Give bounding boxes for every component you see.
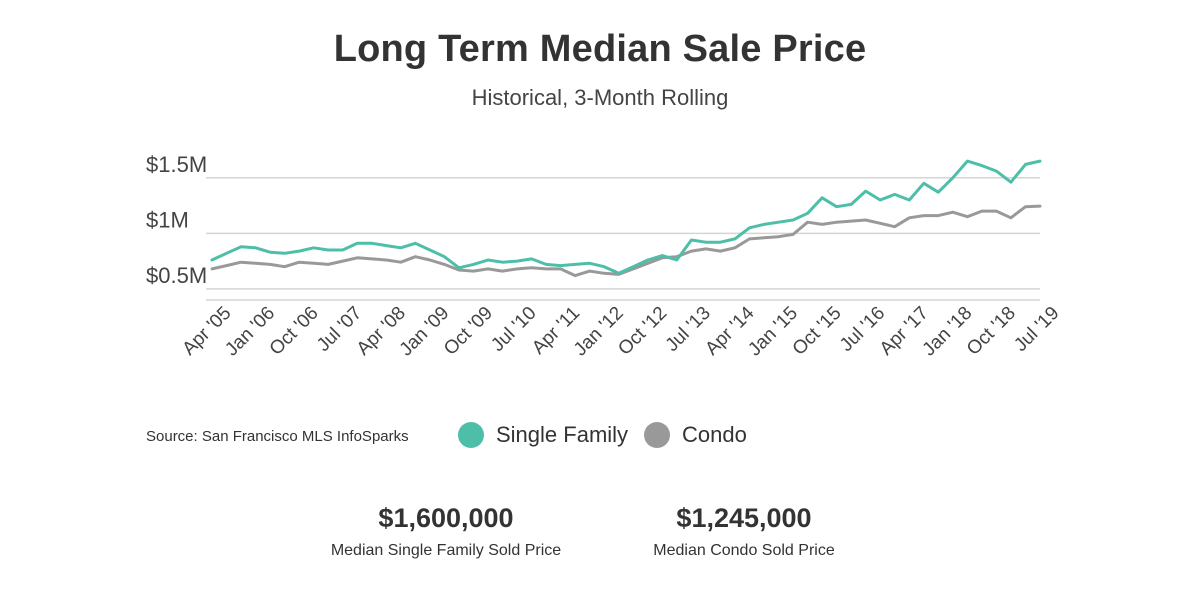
legend-label-condo: Condo xyxy=(682,422,747,447)
stat-condo-value: $1,245,000 xyxy=(676,503,812,533)
legend: Single Family Condo xyxy=(458,422,763,448)
x-tick-label: Oct '06 xyxy=(266,303,323,360)
legend-label-single-family: Single Family xyxy=(496,422,629,447)
x-tick-label: Jul '19 xyxy=(1010,303,1063,356)
legend-item-condo: Condo xyxy=(644,422,747,448)
x-tick-label: Oct '09 xyxy=(440,303,497,360)
grid-lines xyxy=(206,177,1040,301)
legend-swatch-single-family xyxy=(458,422,484,448)
y-axis-tick-labels: $0.5M $1M $1.5M xyxy=(146,152,207,288)
stat-condo: $1,245,000 Median Condo Sold Price xyxy=(594,503,894,560)
stat-single-family: $1,600,000 Median Single Family Sold Pri… xyxy=(296,503,596,560)
legend-item-single-family: Single Family xyxy=(458,422,628,448)
y-tick-label: $1.5M xyxy=(146,152,207,177)
legend-swatch-condo xyxy=(644,422,671,448)
stat-condo-label: Median Condo Sold Price xyxy=(653,542,835,559)
x-tick-label: Oct '15 xyxy=(789,303,846,360)
source-note: Source: San Francisco MLS InfoSparks xyxy=(146,428,409,445)
x-tick-label: Jan '12 xyxy=(570,303,628,361)
x-tick-label: Jan '15 xyxy=(744,303,802,361)
x-tick-label: Jan '06 xyxy=(221,303,279,361)
series-line-condo xyxy=(210,204,1042,278)
y-tick-label: $0.5M xyxy=(146,263,207,288)
chart-title: Long Term Median Sale Price xyxy=(333,28,867,70)
x-tick-label: Oct '18 xyxy=(963,303,1020,360)
x-tick-label: Oct '12 xyxy=(614,303,671,360)
series-lines xyxy=(210,159,1042,278)
x-tick-label: Jan '18 xyxy=(919,303,977,361)
series-line-single-family xyxy=(210,159,1042,275)
stat-single-family-label: Median Single Family Sold Price xyxy=(330,542,562,559)
stat-single-family-value: $1,600,000 xyxy=(378,503,514,533)
chart-subtitle: Historical, 3-Month Rolling xyxy=(471,85,729,110)
x-tick-label: Jan '09 xyxy=(396,303,454,361)
y-tick-label: $1M xyxy=(146,207,189,232)
